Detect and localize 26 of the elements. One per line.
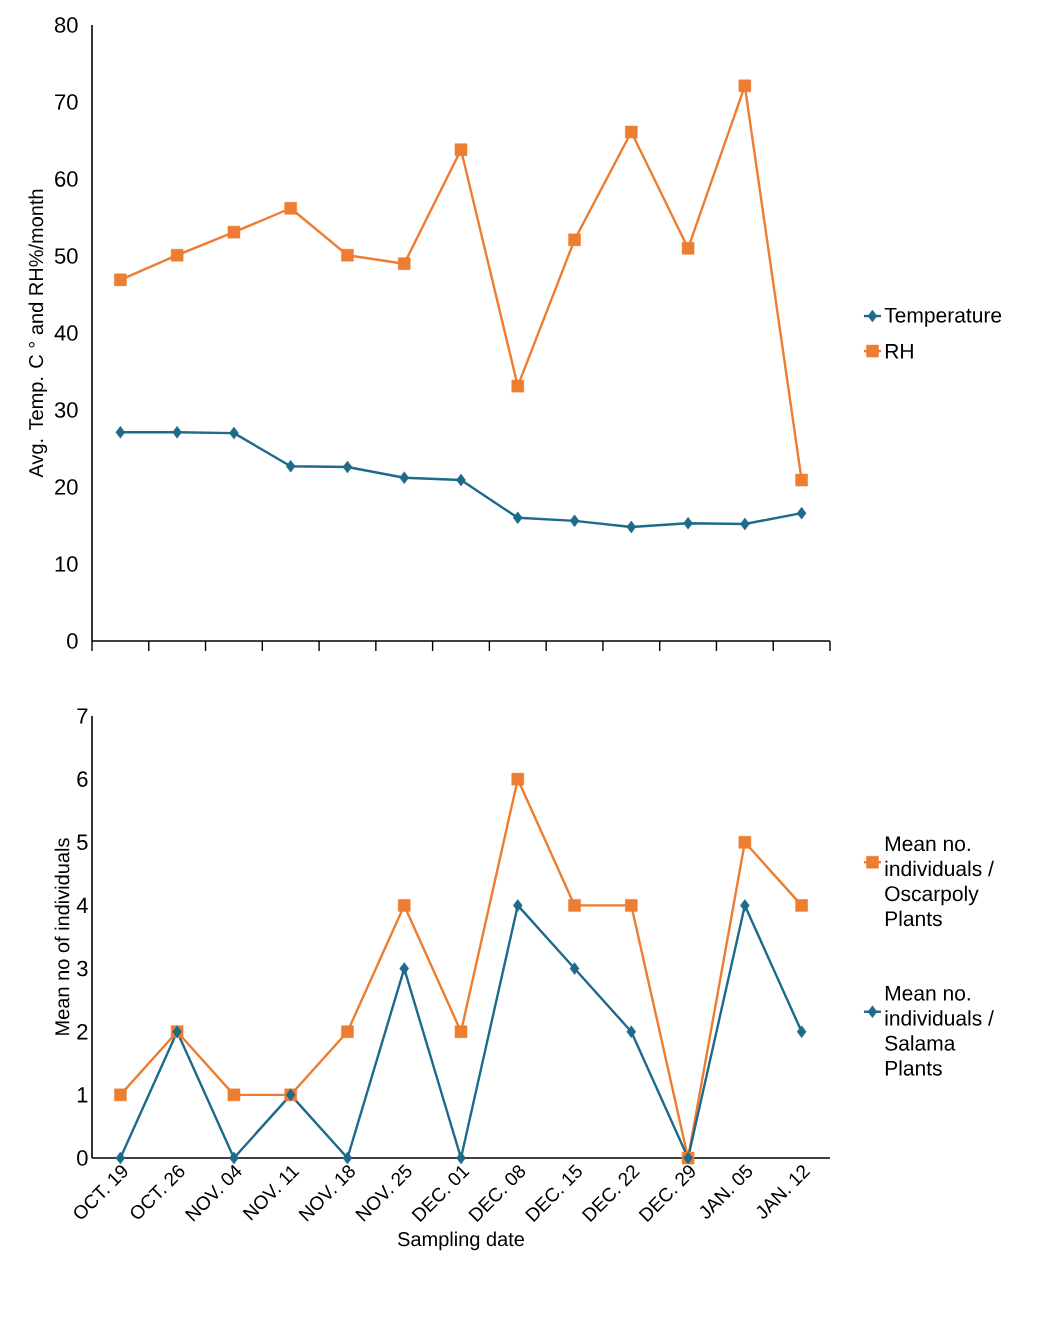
y-tick-label: 80 — [54, 17, 78, 33]
legend-label: Mean no. individuals / Oscarpoly Plants — [885, 836, 994, 927]
y-tick-label: 5 — [77, 834, 88, 850]
y-axis-title: Avg. Temp. C ° and RH%/month — [28, 189, 48, 478]
x-tick-label: JAN. 12 — [756, 1165, 811, 1219]
y-tick-label: 50 — [54, 248, 78, 264]
y-tick-label: 40 — [54, 325, 78, 341]
y-tick-label: 7 — [77, 708, 88, 724]
y-tick-label: 0 — [77, 1150, 88, 1166]
y-tick-label: 3 — [77, 960, 88, 977]
y-tick-label: 30 — [54, 402, 78, 418]
y-axis-title: Mean no of individuals — [54, 838, 70, 1035]
y-tick-label: 0 — [67, 633, 78, 649]
y-tick-label: 20 — [55, 479, 78, 495]
y-tick-label: 10 — [55, 556, 78, 572]
legend-label: RH — [885, 344, 913, 359]
y-tick-label: 4 — [76, 897, 88, 913]
y-tick-label: 70 — [55, 94, 78, 110]
y-tick-label: 60 — [55, 171, 78, 187]
y-tick-label: 6 — [77, 771, 88, 787]
y-tick-label: 1 — [77, 1087, 88, 1103]
legend-label: Mean no. individuals / Salama Plants — [885, 986, 994, 1076]
legend-label: Temperature — [884, 308, 1002, 327]
x-axis-title: Sampling date — [397, 1231, 524, 1251]
x-tick-label: JAN. 05 — [699, 1164, 753, 1219]
y-tick-label: 2 — [77, 1024, 88, 1040]
